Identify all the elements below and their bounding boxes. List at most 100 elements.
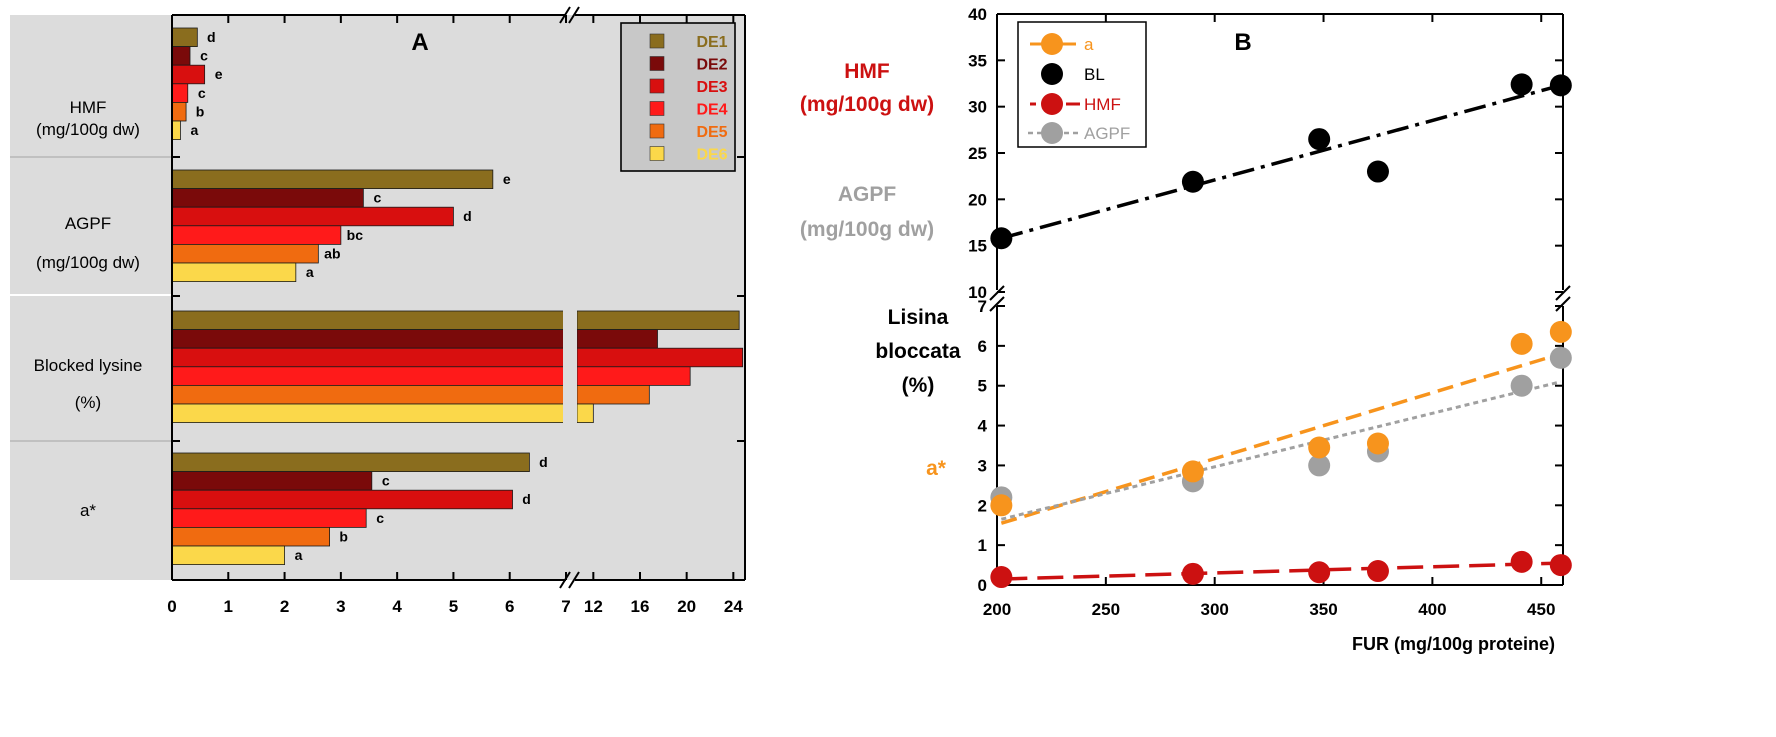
y-tick-label: 30	[968, 98, 987, 117]
data-point-bl	[1549, 74, 1572, 97]
significance-letter: c	[200, 48, 208, 64]
bar	[171, 310, 567, 331]
legend-label: HMF	[1084, 95, 1121, 114]
data-point-hmf	[1510, 550, 1533, 573]
significance-letter: a	[306, 264, 314, 280]
bar	[171, 27, 198, 48]
y-tick-label: 3	[978, 456, 987, 475]
bar	[576, 384, 650, 405]
bar	[171, 508, 367, 528]
trend-line-a	[1000, 352, 1562, 525]
data-point-a	[1366, 432, 1389, 455]
hmf-label-band	[10, 15, 172, 156]
trend-line-bl	[1000, 83, 1562, 240]
x-tick-label: 400	[1418, 600, 1446, 619]
data-point-hmf	[1366, 560, 1389, 583]
x-tick-label: 5	[449, 597, 458, 616]
data-point-bl	[1366, 160, 1389, 183]
legend-label: DE2	[696, 57, 727, 74]
significance-letter: c	[198, 85, 206, 101]
significance-letter: c	[382, 473, 390, 489]
bar	[171, 384, 567, 405]
data-point-a	[990, 494, 1013, 517]
y-axis-label: (%)	[902, 374, 935, 397]
axis-break-mark	[989, 296, 1005, 312]
bar	[171, 545, 285, 566]
legend-swatch	[649, 33, 665, 49]
y-axis-label: Lisina	[888, 306, 949, 329]
x-axis-label: FUR (mg/100g proteine)	[1352, 634, 1555, 654]
bar	[171, 46, 191, 66]
legend-swatch	[649, 123, 665, 139]
legend-swatch	[649, 56, 665, 71]
bar	[171, 64, 206, 85]
group-label: HMF	[70, 98, 107, 117]
axis-break-mark	[568, 571, 580, 589]
x-tick-label: 24	[724, 597, 743, 616]
axis-break-gap	[563, 305, 577, 435]
x-tick-label: 200	[983, 600, 1011, 619]
bar	[576, 366, 691, 386]
significance-letter: c	[376, 510, 384, 526]
bar	[171, 120, 181, 141]
significance-letter: b	[339, 528, 348, 544]
y-axis-label: (mg/100g dw)	[800, 93, 934, 116]
bar	[171, 83, 189, 103]
data-point-a	[1308, 436, 1331, 459]
data-point-agpf	[1510, 374, 1533, 397]
x-tick-label: 4	[392, 597, 402, 616]
legend-label: AGPF	[1084, 124, 1130, 143]
x-tick-label: 3	[336, 597, 345, 616]
legend-label: DE3	[696, 79, 727, 96]
bar	[171, 169, 494, 190]
group-label: Blocked lysine	[34, 356, 143, 375]
significance-letter: ab	[324, 245, 340, 261]
legend-swatch	[649, 146, 665, 161]
bar	[171, 329, 567, 349]
y-tick-label: 35	[968, 51, 987, 70]
data-point-bl	[990, 227, 1013, 250]
data-point-hmf	[1308, 561, 1331, 584]
significance-letter: e	[215, 66, 223, 82]
bar	[171, 471, 373, 491]
significance-letter: a	[191, 122, 199, 138]
bar	[171, 206, 454, 227]
bar	[171, 225, 342, 245]
bar	[171, 102, 187, 122]
panel-label: A	[411, 29, 428, 56]
data-point-hmf	[1181, 562, 1204, 585]
bar	[576, 347, 744, 368]
group-label: a*	[80, 501, 96, 520]
y-axis-label: AGPF	[838, 183, 897, 206]
y-tick-label: 40	[968, 5, 987, 24]
x-tick-label: 1	[224, 597, 233, 616]
x-tick-label: 12	[584, 597, 603, 616]
significance-letter: d	[463, 208, 472, 224]
bar	[171, 527, 331, 547]
group-label: AGPF	[65, 214, 111, 233]
legend-label: DE4	[696, 102, 727, 119]
x-tick-label: 2	[280, 597, 289, 616]
axis-break-mark	[1555, 296, 1571, 312]
legend-swatch	[649, 101, 665, 116]
bar	[576, 329, 658, 349]
bar	[171, 452, 530, 473]
y-axis-label: HMF	[844, 60, 890, 83]
bar	[171, 403, 567, 424]
y-tick-label: 0	[978, 576, 987, 595]
y-tick-label: 6	[978, 337, 987, 356]
legend-label: a	[1084, 35, 1094, 54]
trend-line-agpf	[1000, 380, 1562, 521]
y-tick-label: 20	[968, 190, 987, 209]
panel-label: B	[1234, 29, 1251, 56]
data-point-agpf	[1549, 346, 1572, 369]
bar	[171, 347, 567, 368]
significance-letter: a	[295, 547, 303, 563]
legend-marker	[1041, 122, 1063, 144]
legend-box	[620, 22, 736, 172]
legend-marker	[1041, 33, 1063, 55]
significance-letter: b	[196, 103, 205, 119]
lysine-label-band	[10, 296, 172, 440]
y-axis-label: a*	[926, 457, 947, 480]
